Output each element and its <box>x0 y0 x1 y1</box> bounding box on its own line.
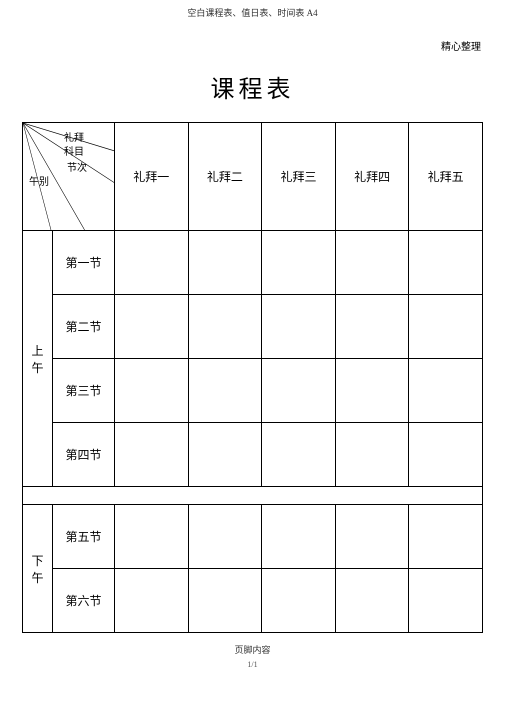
cell <box>188 505 262 569</box>
cell <box>188 295 262 359</box>
cell <box>409 505 483 569</box>
cell <box>115 231 189 295</box>
cell <box>262 295 336 359</box>
page-title: 课程表 <box>0 69 505 104</box>
page-number: 1/1 <box>0 660 505 669</box>
cell <box>188 231 262 295</box>
cell <box>115 423 189 487</box>
table-row: 第二节 <box>23 295 483 359</box>
cell <box>188 569 262 633</box>
table-row: 第六节 <box>23 569 483 633</box>
diag-label-kemu: 科目 <box>64 143 84 158</box>
period-label-2: 第二节 <box>53 295 115 359</box>
cell <box>335 231 409 295</box>
cell <box>335 505 409 569</box>
day-header-2: 礼拜二 <box>188 123 262 231</box>
cell <box>262 569 336 633</box>
top-right-note: 精心整理 <box>441 38 481 53</box>
cell <box>188 359 262 423</box>
period-label-6: 第六节 <box>53 569 115 633</box>
cell <box>335 423 409 487</box>
table-row: 上 午 第一节 <box>23 231 483 295</box>
header-row: 礼拜 科目 节次 午别 礼拜一 礼拜二 礼拜三 礼拜四 礼拜五 <box>23 123 483 231</box>
timetable-container: 礼拜 科目 节次 午别 礼拜一 礼拜二 礼拜三 礼拜四 礼拜五 上 午 第一节 … <box>22 122 483 633</box>
cell <box>409 569 483 633</box>
table-row: 第四节 <box>23 423 483 487</box>
separator-row <box>23 487 483 505</box>
cell <box>262 505 336 569</box>
period-label-1: 第一节 <box>53 231 115 295</box>
cell <box>409 295 483 359</box>
cell <box>335 569 409 633</box>
day-header-4: 礼拜四 <box>335 123 409 231</box>
page-header: 空白课程表、值日表、时间表 A4 <box>0 0 505 19</box>
separator-cell <box>23 487 483 505</box>
cell <box>115 295 189 359</box>
diagonal-header: 礼拜 科目 节次 午别 <box>23 123 115 231</box>
session-morning: 上 午 <box>23 231 53 487</box>
day-header-5: 礼拜五 <box>409 123 483 231</box>
table-row: 下 午 第五节 <box>23 505 483 569</box>
day-header-1: 礼拜一 <box>115 123 189 231</box>
cell <box>409 359 483 423</box>
cell <box>115 505 189 569</box>
diag-label-wubie: 午别 <box>29 173 49 188</box>
cell <box>115 359 189 423</box>
page-footer: 页脚内容 <box>0 643 505 656</box>
diag-label-libai: 礼拜 <box>64 129 84 144</box>
day-header-3: 礼拜三 <box>262 123 336 231</box>
session-afternoon: 下 午 <box>23 505 53 633</box>
cell <box>335 359 409 423</box>
cell <box>188 423 262 487</box>
cell <box>115 569 189 633</box>
period-label-4: 第四节 <box>53 423 115 487</box>
cell <box>335 295 409 359</box>
table-row: 第三节 <box>23 359 483 423</box>
cell <box>262 423 336 487</box>
cell <box>409 231 483 295</box>
cell <box>262 359 336 423</box>
cell <box>409 423 483 487</box>
diag-label-jieci: 节次 <box>67 159 87 174</box>
cell <box>262 231 336 295</box>
period-label-5: 第五节 <box>53 505 115 569</box>
timetable: 礼拜 科目 节次 午别 礼拜一 礼拜二 礼拜三 礼拜四 礼拜五 上 午 第一节 … <box>22 122 483 633</box>
period-label-3: 第三节 <box>53 359 115 423</box>
